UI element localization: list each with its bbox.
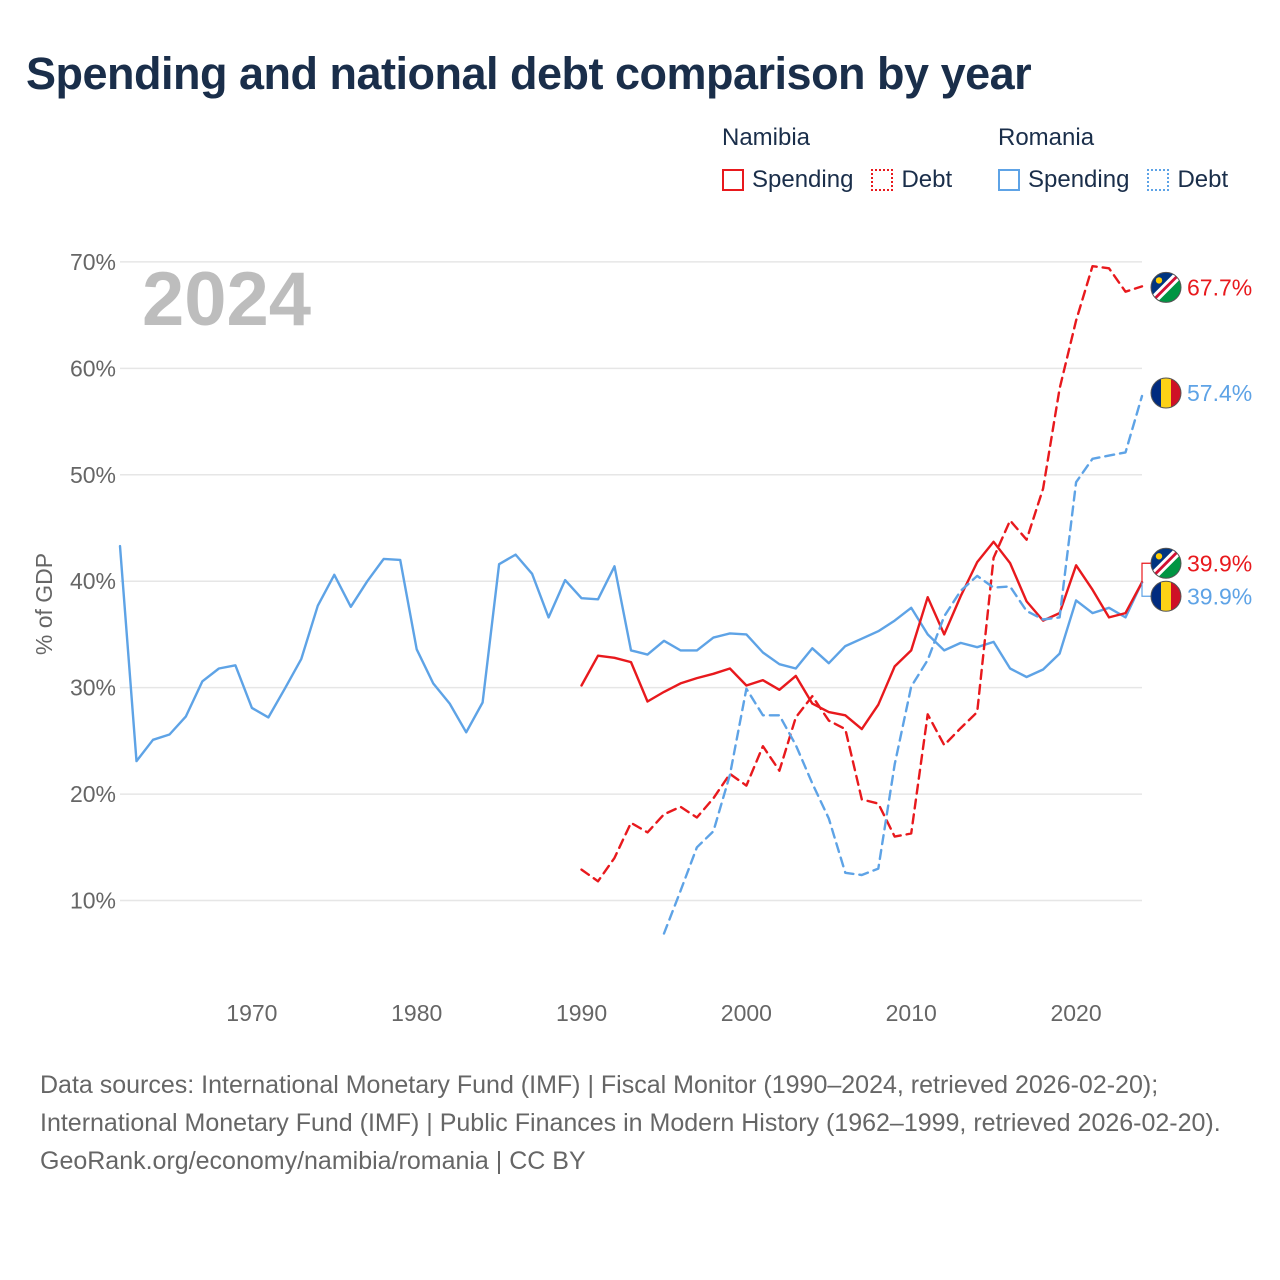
year-watermark: 2024 [142, 257, 311, 342]
flag-romania-shapes [1151, 581, 1181, 612]
legend-item-namibia-debt[interactable]: Debt [871, 166, 952, 194]
chart-title: Spending and national debt comparison by… [26, 48, 1032, 99]
flag-sun [1155, 277, 1163, 284]
romania-flag-icon [1150, 377, 1182, 409]
x-tick-label: 2010 [886, 1000, 937, 1026]
romania-flag-icon [1150, 580, 1182, 612]
legend-label: Spending [752, 166, 854, 193]
y-axis-ticks: 10% 20% 30% 40% 50% 60% 70% [70, 249, 116, 914]
flag-band [1151, 378, 1161, 409]
legend-namibia: Namibia Spending Debt [722, 124, 970, 194]
flag-band [1151, 581, 1161, 612]
y-tick-label: 40% [70, 568, 116, 594]
y-tick-label: 50% [70, 462, 116, 488]
y-axis-label: % of GDP [31, 553, 57, 655]
namibia-flag-icon [1150, 547, 1182, 579]
x-tick-label: 2000 [721, 1000, 772, 1026]
x-tick-label: 1970 [226, 1000, 277, 1026]
flag-romania-shapes [1151, 378, 1181, 409]
legend-swatch-solid-red [722, 169, 744, 191]
flag-outline [1150, 377, 1182, 409]
series-lines [118, 265, 1144, 935]
legend-swatch-dotted-red [871, 169, 894, 191]
credit-link[interactable]: GeoRank.org/economy/namibia/romania | CC… [40, 1147, 586, 1175]
legend-swatch-dotted-blue [1147, 169, 1170, 191]
grid [120, 261, 1142, 902]
flag-band [1171, 378, 1181, 409]
y-tick-label: 30% [70, 675, 116, 701]
flag-stripe [1151, 548, 1181, 579]
end-value-label: 67.7% [1187, 274, 1252, 300]
x-tick-label: 1980 [391, 1000, 442, 1026]
flag-band [1161, 378, 1171, 409]
legend-label: Spending [1028, 166, 1130, 193]
flag-namibia-shapes [1151, 548, 1181, 579]
end-markers: 67.7% 57.4% 39.9% 39.9% [1141, 271, 1252, 612]
x-axis-ticks: 1970 1980 1990 2000 2010 2020 [226, 1000, 1101, 1026]
flag-outline [1150, 271, 1182, 303]
legend-label: Debt [1177, 166, 1229, 193]
x-tick-label: 1990 [556, 1000, 607, 1026]
y-tick-label: 60% [70, 355, 116, 381]
legend-romania: Romania Spending Debt [998, 124, 1246, 194]
series-line-romania-debt [662, 394, 1144, 935]
flag-outline [1150, 547, 1182, 579]
end-value-label: 39.9% [1187, 583, 1252, 609]
flag-outline [1150, 580, 1182, 612]
legend-swatch-solid-blue [998, 169, 1020, 191]
series-line-namibia-debt [580, 265, 1144, 883]
y-tick-label: 20% [70, 781, 116, 807]
flag-sun [1155, 553, 1163, 560]
flag-namibia-shapes [1151, 272, 1181, 303]
x-tick-label: 2020 [1050, 1000, 1101, 1026]
legend-label: Debt [901, 166, 953, 193]
legend-item-romania-debt[interactable]: Debt [1147, 166, 1228, 194]
footer: Data sources: International Monetary Fun… [40, 1066, 1240, 1180]
legend-country-romania: Romania [998, 124, 1095, 151]
flag-band [1161, 581, 1171, 612]
y-tick-label: 70% [70, 249, 116, 275]
legend-country-namibia: Namibia [722, 124, 811, 151]
connector-namibia [1141, 562, 1152, 583]
connector-romania [1141, 582, 1152, 597]
line-chart: 2024 % of GDP 10% 20% 30% 40% 50% 60% 70% 1970… [31, 249, 1252, 1026]
series-line-romania-spending [118, 544, 1144, 763]
legend-item-romania-spending[interactable]: Spending [998, 166, 1129, 194]
end-value-label: 39.9% [1187, 550, 1252, 576]
legend-item-namibia-spending[interactable]: Spending [722, 166, 853, 194]
series-line-namibia-spending [580, 540, 1144, 731]
namibia-flag-icon [1150, 271, 1182, 303]
flag-stripe [1151, 272, 1181, 303]
flag-band [1171, 581, 1181, 612]
y-tick-label: 10% [70, 888, 116, 914]
data-sources: Data sources: International Monetary Fun… [40, 1071, 1221, 1137]
end-value-label: 57.4% [1187, 380, 1252, 406]
